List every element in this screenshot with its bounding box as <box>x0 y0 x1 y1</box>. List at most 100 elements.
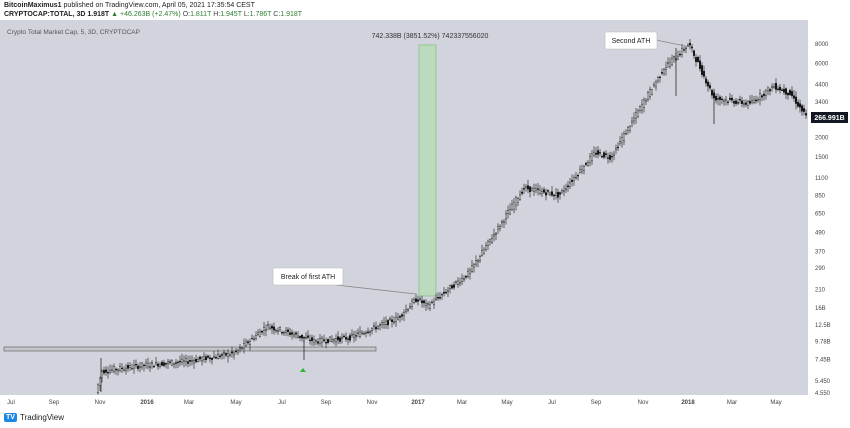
symbol[interactable]: CRYPTOCAP:TOTAL, 3D <box>4 11 86 18</box>
published-text: published on TradingView.com, April 05, … <box>63 2 255 9</box>
candle-body <box>703 70 706 77</box>
candle-body <box>727 101 730 103</box>
candle-body <box>383 322 386 325</box>
candle-body <box>541 191 544 194</box>
candle-body <box>345 337 348 340</box>
candle-body <box>279 327 282 330</box>
measure-range-box[interactable] <box>418 44 437 297</box>
candle-body <box>463 277 466 281</box>
candle-body <box>523 188 526 190</box>
candle-body <box>120 367 123 369</box>
candle-body <box>741 100 744 104</box>
candle-body <box>545 192 548 196</box>
candle-body <box>795 96 798 104</box>
candle-body <box>437 297 440 299</box>
candle-body <box>429 304 432 309</box>
x-tick-label: Mar <box>184 400 194 406</box>
candle-body <box>250 337 253 340</box>
candle-body <box>451 285 454 289</box>
candle-body <box>224 353 227 356</box>
candle-body <box>232 352 235 356</box>
y-tick-label: 370 <box>815 250 826 256</box>
candle-body <box>307 335 310 338</box>
candle-body <box>681 48 684 55</box>
candle-body <box>639 106 642 111</box>
candle-body <box>96 384 99 393</box>
candle-body <box>281 332 284 334</box>
candle-body <box>317 341 320 344</box>
y-tick-label: 4.550 <box>815 391 831 397</box>
candle-body <box>377 326 380 329</box>
candle-body <box>699 60 702 69</box>
candle-body <box>110 369 113 371</box>
candle-body <box>124 367 127 371</box>
price-axis[interactable] <box>808 20 850 395</box>
candle-body <box>631 120 634 123</box>
candle-body <box>178 360 181 363</box>
y-tick-label: 12.5B <box>815 323 831 329</box>
callout-first-ath[interactable] <box>272 267 344 286</box>
author-name[interactable]: BitcoinMaximus1 <box>4 2 62 9</box>
candle-body <box>739 99 742 101</box>
candle-body <box>769 89 772 92</box>
candle-body <box>365 332 368 334</box>
x-tick-label: Sep <box>591 400 602 406</box>
candle-body <box>413 299 416 303</box>
candle-body <box>469 269 472 274</box>
callout-second-ath[interactable] <box>604 31 658 50</box>
candle-body <box>483 249 486 254</box>
candle-body <box>118 366 121 371</box>
o-label: O: <box>182 11 191 18</box>
candle-body <box>761 95 764 98</box>
candle-body <box>297 335 300 338</box>
candle-body <box>721 98 724 101</box>
callout-first-ath-text: Break of first ATH <box>281 274 335 281</box>
candle-body <box>116 369 119 371</box>
support-zone[interactable] <box>3 346 377 352</box>
h-label: H: <box>213 11 221 18</box>
candle-body <box>803 108 806 112</box>
time-axis[interactable] <box>0 395 808 407</box>
x-tick-label: Mar <box>457 400 467 406</box>
candle-body <box>399 316 402 318</box>
y-tick-label: 4400 <box>815 82 829 88</box>
candle-body <box>747 101 750 106</box>
candle-body <box>150 362 153 364</box>
candle-body <box>435 297 438 300</box>
candle-body <box>160 361 163 366</box>
change-value: +46.263B (+2.47%) <box>120 11 181 18</box>
candle-body <box>419 298 422 300</box>
candle-body <box>238 347 241 350</box>
candle-body <box>647 92 650 100</box>
candle-body <box>427 303 430 305</box>
candle-body <box>659 76 662 78</box>
footer-brand[interactable]: TV TradingView <box>4 413 64 422</box>
candle-body <box>497 226 500 230</box>
candle-body <box>611 156 614 158</box>
candle-body <box>309 339 312 342</box>
candle-body <box>729 97 732 100</box>
candle-body <box>142 364 145 366</box>
candle-body <box>799 103 802 108</box>
candle-body <box>385 320 388 325</box>
candle-body <box>691 46 694 49</box>
candle-body <box>112 366 115 372</box>
ohlc-line: CRYPTOCAP:TOTAL, 3D 1.918T ▲ +46.263B (+… <box>4 11 302 18</box>
candle-series <box>96 39 808 395</box>
candle-body <box>343 335 346 338</box>
candle-body <box>168 361 171 363</box>
candle-body <box>275 329 278 332</box>
candle-body <box>152 365 155 368</box>
candle-body <box>230 351 233 354</box>
candle-body <box>467 270 470 277</box>
candle-body <box>683 49 686 51</box>
l-label: L: <box>243 11 250 18</box>
candle-body <box>273 326 276 331</box>
candle-body <box>571 179 574 182</box>
y-tick-label: 1500 <box>815 155 829 161</box>
candle-body <box>705 78 708 84</box>
candle-body <box>753 99 756 103</box>
y-tick-label: 490 <box>815 231 826 237</box>
candle-body <box>641 104 644 111</box>
